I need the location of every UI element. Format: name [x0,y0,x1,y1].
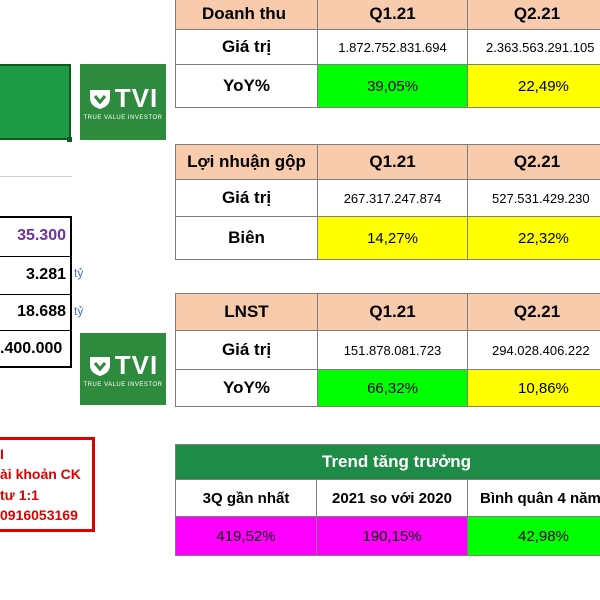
unit-label: tỷ [74,304,84,318]
trend-val3: 42,98% [467,516,600,556]
gross-profit-title: Lợi nhuận gộp [175,144,318,180]
value-4: .400.000 [0,332,70,366]
price-value: 35.300 [0,218,70,254]
gridline [0,256,72,257]
revenue-q2-yoy: 22,49% [467,64,600,108]
gross-profit-q2-value: 527.531.429.230 [467,179,600,217]
gross-profit-q2-header: Q2.21 [467,144,600,180]
revenue-q2-header: Q2.21 [467,0,600,30]
net-profit-title: LNST [175,293,318,331]
gridline [0,330,72,331]
net-profit-q1-yoy: 66,32% [317,369,468,407]
revenue-q2-value: 2.363.563.291.105 [467,29,600,65]
net-profit-yoy-label: YoY% [175,369,318,407]
selected-green-cell[interactable] [0,64,71,140]
logo-tagline: TRUE VALUE INVESTOR [83,382,163,388]
contact-box [0,437,95,532]
tvi-logo-top: TVI TRUE VALUE INVESTOR [80,64,166,140]
selection-handle[interactable] [67,137,72,142]
revenue-q1-value: 1.872.752.831.694 [317,29,468,65]
logo-tagline: TRUE VALUE INVESTOR [83,115,163,121]
tvi-logo-bottom: TVI TRUE VALUE INVESTOR [80,333,166,405]
value-3: 18.688 [0,296,70,328]
gross-margin-label: Biên [175,216,318,260]
contact-line-4: 0916053169 [0,507,78,523]
revenue-q1-yoy: 39,05% [317,64,468,108]
net-profit-q2-value: 294.028.406.222 [467,330,600,370]
trend-title: Trend tăng trưởng [175,444,600,480]
trend-col2-header: 2021 so với 2020 [316,479,468,517]
net-profit-q1-header: Q1.21 [317,293,468,331]
contact-line-2: ài khoản CK [0,466,81,482]
left-values-box [0,216,72,368]
gross-profit-q1-header: Q1.21 [317,144,468,180]
tvi-shield-icon [89,356,110,376]
logo-mark: TVI [88,83,158,114]
net-profit-q1-value: 151.878.081.723 [317,330,468,370]
contact-line-3: tư 1:1 [0,487,39,503]
gross-margin-q1: 14,27% [317,216,468,260]
revenue-q1-header: Q1.21 [317,0,468,30]
logo-text: TVI [114,83,159,113]
gridline [0,294,72,295]
trend-val1: 419,52% [175,516,317,556]
revenue-row-label: Giá trị [175,29,318,65]
logo-text: TVI [114,350,159,380]
trend-col1-header: 3Q gần nhất [175,479,317,517]
contact-line-1: I [0,446,4,462]
revenue-yoy-label: YoY% [175,64,318,108]
net-profit-q2-yoy: 10,86% [467,369,600,407]
gross-profit-row-label: Giá trị [175,179,318,217]
trend-val2: 190,15% [316,516,468,556]
logo-mark: TVI [88,350,158,381]
gridline [0,176,72,177]
net-profit-row-label: Giá trị [175,330,318,370]
unit-label: tỷ [74,266,84,280]
value-2: 3.281 [0,258,70,292]
revenue-title: Doanh thu [175,0,318,30]
net-profit-q2-header: Q2.21 [467,293,600,331]
gross-profit-q1-value: 267.317.247.874 [317,179,468,217]
tvi-shield-icon [89,89,110,109]
gross-margin-q2: 22,32% [467,216,600,260]
trend-col3-header: Bình quân 4 năm [467,479,600,517]
